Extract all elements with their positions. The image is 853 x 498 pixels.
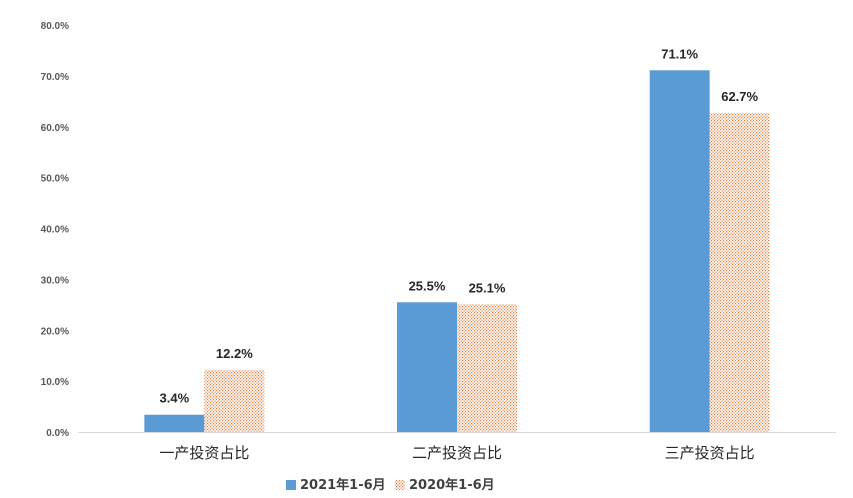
legend-swatch-2: [395, 480, 405, 490]
data-label: 25.1%: [469, 280, 506, 295]
legend-swatch-1: [286, 480, 296, 490]
y-tick-label: 0.0%: [46, 428, 69, 439]
legend: 2021年1-6月 2020年1-6月: [286, 477, 495, 493]
data-label: 71.1%: [661, 46, 698, 61]
data-labels: 3.4% 12.2% 25.5% 25.1% 71.1% 62.7%: [160, 46, 759, 405]
y-tick-label: 70.0%: [41, 72, 69, 83]
bar-series-1-2: [397, 302, 457, 432]
bar-series-1-3: [649, 70, 710, 432]
x-tick-label: 一产投资占比: [159, 444, 249, 462]
legend-label-2: 2020年1-6月: [409, 477, 495, 493]
data-label: 62.7%: [721, 89, 758, 104]
bar-series-2-3: [709, 113, 770, 433]
y-tick-label: 80.0%: [41, 21, 69, 32]
x-tick-label: 二产投资占比: [412, 444, 502, 462]
bar-series-2-2: [457, 304, 517, 432]
bar-series-1-1: [144, 414, 205, 432]
data-label: 25.5%: [409, 278, 446, 293]
y-tick-label: 10.0%: [41, 377, 69, 388]
x-tick-label: 三产投资占比: [665, 444, 755, 462]
y-axis: 0.0% 10.0% 20.0% 30.0% 40.0% 50.0% 60.0% 70.0% 8…: [41, 21, 69, 439]
y-tick-label: 40.0%: [41, 225, 69, 236]
bar-series-2-1: [204, 369, 265, 432]
legend-label-1: 2021年1-6月: [300, 477, 386, 493]
data-label: 3.4%: [160, 391, 190, 406]
data-label: 12.2%: [216, 346, 253, 361]
y-tick-label: 50.0%: [41, 174, 69, 185]
y-tick-label: 60.0%: [41, 123, 69, 134]
y-tick-label: 30.0%: [41, 275, 69, 286]
x-axis: 一产投资占比 二产投资占比 三产投资占比: [159, 444, 754, 462]
bars: [144, 70, 770, 433]
y-tick-label: 20.0%: [41, 326, 69, 337]
